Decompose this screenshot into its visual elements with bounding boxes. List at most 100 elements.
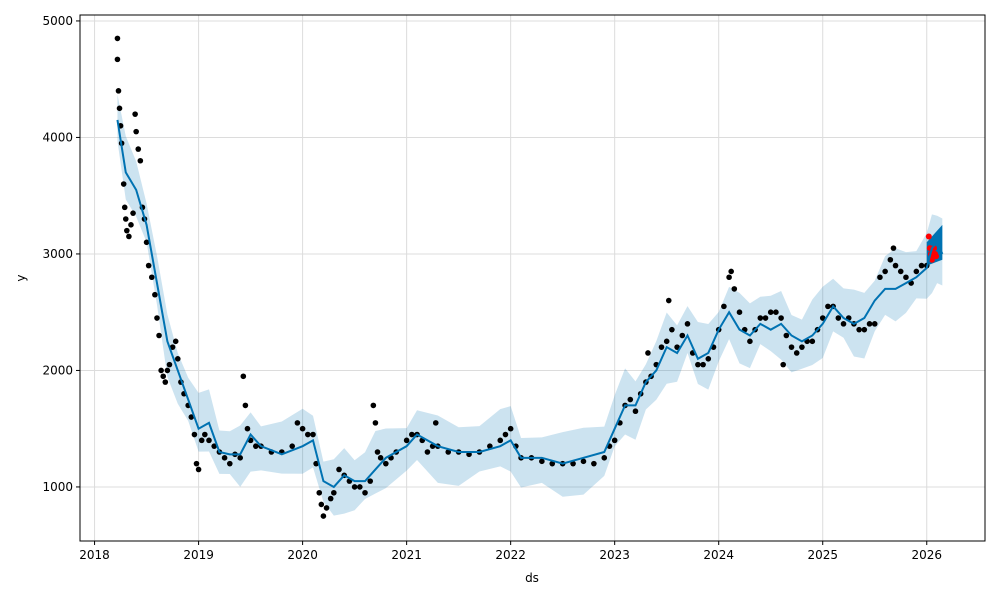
observed-point [115,88,122,94]
observed-point [370,402,377,409]
observed-point [897,268,904,275]
observed-point [133,128,139,135]
y-tick-label: 1000 [42,480,73,494]
observed-point [445,449,452,455]
observed-point [757,315,764,321]
observed-point [861,326,868,333]
observed-point [124,227,130,234]
observed-point [164,367,171,374]
observed-point [114,35,121,42]
observed-point [154,315,160,321]
observed-point [195,466,202,473]
observed-point [323,505,330,511]
ticks: 2018 2019 2020 2021 2022 2023 2024 2025 2026 1000… [42,14,942,562]
observed-point [294,420,301,426]
x-tick-label: 2020 [287,548,318,562]
observed-point [840,321,847,327]
observed-point [211,443,217,449]
observed-point [221,455,228,461]
y-axis-label: y [14,274,28,281]
observed-point [206,437,212,444]
observed-point [336,466,342,473]
observed-point [143,239,150,246]
recent-actual-point [925,233,932,240]
observed-point [674,344,680,350]
x-tick-label: 2019 [183,548,214,562]
observed-point [793,350,800,356]
observed-point [591,460,597,467]
observed-point [120,181,127,187]
y-tick-label: 2000 [42,363,73,377]
observed-point [825,303,831,310]
observed-point [736,309,743,315]
observed-point [669,326,675,333]
observed-point [890,245,897,251]
observed-point [819,315,826,321]
observed-point [918,262,925,269]
observed-point [903,274,909,281]
observed-point [362,489,368,496]
y-tick-label: 3000 [42,247,73,261]
observed-point [316,489,323,496]
observed-point [728,268,734,275]
y-tick-label: 4000 [42,130,73,144]
observed-point [783,332,790,339]
observed-point [773,309,779,315]
observed-point [237,455,243,461]
observed-point [137,157,144,164]
observed-point [331,489,337,496]
recent-actual-point [928,256,935,263]
observed-point [645,350,651,356]
observed-point [747,338,753,345]
observed-point [242,402,249,409]
observed-point [244,425,251,432]
observed-point [780,361,786,368]
observed-point [162,379,169,385]
observed-point [887,256,894,263]
observed-point [193,460,200,467]
observed-point [374,449,381,455]
observed-point [313,460,319,467]
x-tick-label: 2026 [911,548,942,562]
forecast-line [116,119,944,489]
observed-point [866,321,873,327]
observed-point [148,274,155,281]
observed-point [367,478,374,484]
observed-point [695,361,701,368]
observed-point [601,455,608,461]
observed-point [152,291,158,298]
observed-point [409,431,415,438]
observed-point [570,460,576,467]
observed-point [172,338,179,345]
observed-point [252,443,259,449]
observed-point [892,262,899,269]
observed-point [663,338,670,345]
observed-point [705,355,712,362]
observed-point [198,437,205,444]
observed-point [721,303,727,310]
observed-point [122,216,129,222]
observed-point [856,326,862,333]
plot-frame [79,14,986,542]
observed-point [135,146,142,152]
observed-point [700,361,706,368]
observed-point [169,344,176,350]
observed-point [731,286,738,292]
yhat-line [116,119,944,489]
x-tick-label: 2021 [391,548,422,562]
observed-point [627,396,634,403]
observed-point [318,501,325,508]
observed-point [299,425,306,432]
x-tick-label: 2018 [79,548,110,562]
observed-point [240,373,247,380]
observed-point [611,437,618,444]
observed-point [114,56,121,63]
observed-point [432,420,439,426]
observed-point [320,513,327,519]
grid [80,15,985,541]
observed-point [424,449,431,455]
observed-point [327,495,334,502]
observed-point [372,420,379,426]
y-tick-label: 5000 [42,14,73,28]
x-axis-label: ds [525,571,539,585]
